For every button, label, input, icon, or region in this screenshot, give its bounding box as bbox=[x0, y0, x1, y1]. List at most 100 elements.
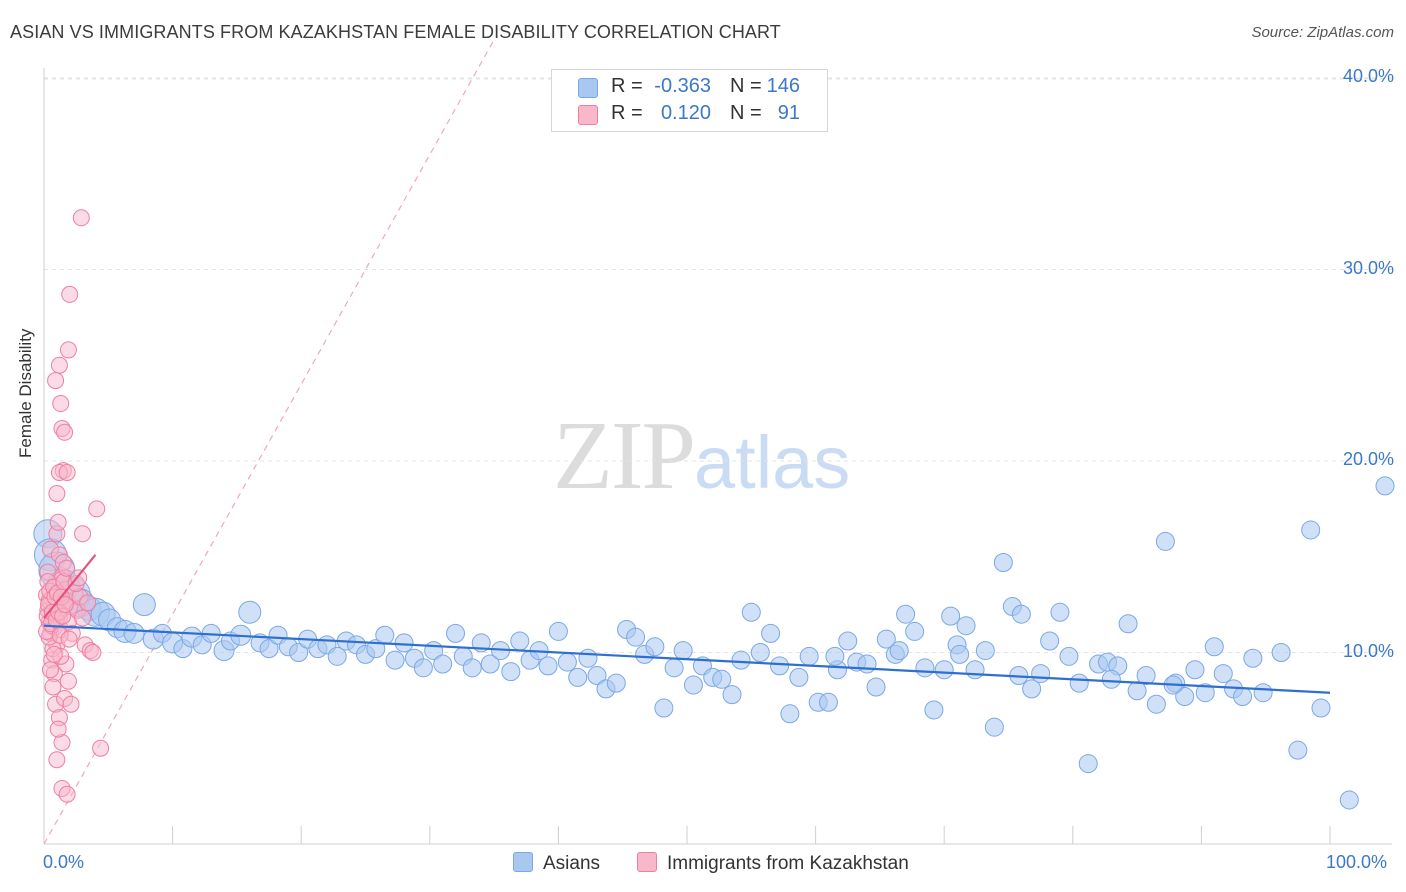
asian-point bbox=[924, 700, 944, 720]
asian-point bbox=[741, 602, 761, 622]
kazakhstan-point bbox=[74, 609, 92, 627]
kazakhstan-point bbox=[48, 751, 66, 769]
x-tick-label-max: 100.0% bbox=[1326, 852, 1388, 872]
kazakhstan-point bbox=[84, 644, 102, 661]
bottom-legend-kazakhstan: Immigrants from Kazakhstan bbox=[637, 852, 909, 875]
asian-point bbox=[413, 658, 433, 678]
asian-point bbox=[654, 698, 674, 718]
asian-point bbox=[915, 658, 935, 678]
asian-point bbox=[548, 621, 568, 641]
asian-point bbox=[289, 643, 309, 662]
kazakhstan-point bbox=[44, 678, 62, 696]
asian-point bbox=[1031, 664, 1051, 684]
legend-n-label: N = bbox=[730, 75, 762, 97]
asian-point bbox=[896, 604, 916, 624]
asian-point bbox=[1059, 646, 1079, 666]
asian-point bbox=[789, 667, 809, 687]
source-label: Source: ZipAtlas.com bbox=[1251, 24, 1394, 41]
asian-point bbox=[385, 650, 405, 670]
asian-point bbox=[1101, 669, 1121, 689]
y-tick-label: 10.0% bbox=[1342, 640, 1394, 661]
asian-point bbox=[501, 662, 521, 682]
legend-swatch-kazakhstan bbox=[578, 105, 598, 125]
series-kazakhstan bbox=[38, 209, 110, 803]
asian-point bbox=[780, 704, 800, 724]
watermark: ZIPatlas bbox=[553, 400, 850, 512]
asian-point bbox=[1213, 664, 1233, 684]
asian-point bbox=[1136, 665, 1156, 685]
legend-n-value: 91 bbox=[777, 102, 800, 124]
legend-r-value: -0.363 bbox=[654, 75, 711, 97]
asian-point bbox=[975, 641, 995, 661]
kazakhstan-point bbox=[60, 630, 78, 648]
asian-point bbox=[259, 639, 279, 659]
chart-title: ASIAN VS IMMIGRANTS FROM KAZAKHSTAN FEMA… bbox=[10, 22, 781, 42]
asian-point bbox=[587, 665, 607, 685]
legend-swatch-asians bbox=[578, 78, 598, 98]
asians-trend-line bbox=[43, 624, 1331, 694]
asian-point bbox=[394, 633, 414, 653]
legend-r-value: 0.120 bbox=[660, 102, 711, 124]
asian-point bbox=[1339, 790, 1359, 810]
kazakhstan-point bbox=[79, 594, 97, 612]
asian-point bbox=[1050, 602, 1070, 622]
y-tick-label: 20.0% bbox=[1342, 449, 1394, 469]
kazakhstan-point bbox=[41, 661, 59, 679]
watermark-zip: ZIP bbox=[553, 402, 696, 510]
asian-point bbox=[965, 660, 985, 680]
asian-point bbox=[683, 675, 703, 695]
asian-point bbox=[1243, 648, 1263, 668]
kazakhstan-point bbox=[92, 739, 110, 757]
kazakhstan-point bbox=[50, 356, 68, 374]
asian-point bbox=[673, 641, 693, 661]
asian-point bbox=[950, 644, 970, 664]
asian-point bbox=[799, 646, 819, 666]
kazakhstan-point bbox=[58, 463, 76, 481]
asian-point bbox=[1155, 531, 1175, 551]
asian-point bbox=[770, 656, 790, 676]
stats-legend: R = -0.363 N = 146 R = 0.120 N = 91 bbox=[551, 69, 828, 132]
x-tick-label-min: 0.0% bbox=[43, 852, 85, 872]
watermark-atlas: atlas bbox=[694, 421, 851, 504]
asian-point bbox=[480, 654, 500, 674]
asian-point bbox=[1146, 694, 1166, 714]
kazakhstan-point bbox=[88, 500, 106, 518]
legend-r-label: R = bbox=[611, 75, 643, 97]
diagonal-reference-line bbox=[43, 39, 495, 845]
asian-point bbox=[1011, 604, 1031, 624]
kazakhstan-point bbox=[58, 559, 76, 577]
asian-point bbox=[866, 677, 886, 697]
kazakhstan-point bbox=[61, 285, 79, 303]
reference-line bbox=[43, 39, 495, 845]
asian-point bbox=[664, 658, 684, 678]
asian-point bbox=[1175, 687, 1195, 707]
kazakhstan-point bbox=[74, 525, 92, 543]
asian-point bbox=[1288, 740, 1308, 760]
bottom-legend-label: Immigrants from Kazakhstan bbox=[667, 853, 909, 874]
legend-r-label: R = bbox=[611, 102, 643, 124]
kazakhstan-point bbox=[49, 513, 67, 531]
legend-row-asians: R = -0.363 N = 146 bbox=[552, 74, 827, 100]
asian-point bbox=[446, 623, 466, 643]
asian-point bbox=[1311, 698, 1331, 718]
kazakhstan-point bbox=[52, 395, 70, 413]
asian-point bbox=[538, 656, 558, 676]
asian-point bbox=[645, 637, 665, 657]
legend-n-value: 146 bbox=[766, 75, 800, 97]
asian-point bbox=[1078, 754, 1098, 774]
asian-point bbox=[731, 650, 751, 670]
asian-point bbox=[626, 627, 646, 647]
asian-point bbox=[1040, 631, 1060, 651]
gridlines bbox=[44, 77, 1392, 653]
kazakhstan-point bbox=[47, 372, 65, 390]
asian-point bbox=[712, 669, 732, 689]
kazakhstan-point bbox=[48, 485, 66, 503]
asian-point bbox=[1204, 637, 1224, 657]
kazakhstan-point bbox=[72, 209, 90, 227]
asian-point bbox=[818, 692, 838, 712]
asian-point bbox=[238, 600, 262, 624]
bottom-legend-asians: Asians bbox=[513, 852, 600, 875]
asian-point bbox=[1233, 687, 1253, 707]
asian-point bbox=[761, 623, 781, 643]
